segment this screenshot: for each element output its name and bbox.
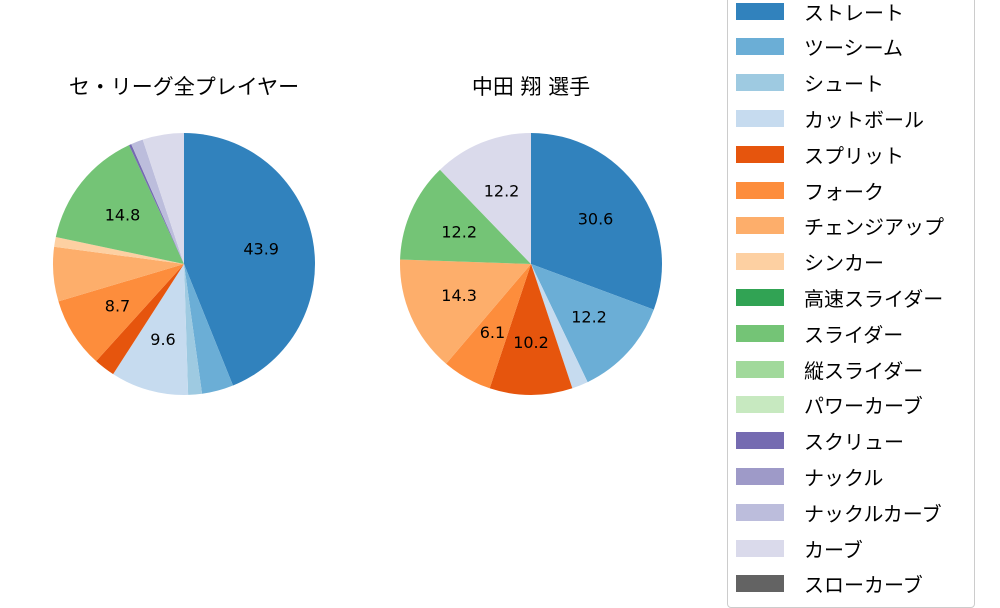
legend-swatch — [736, 503, 784, 521]
slice-label: 8.7 — [105, 296, 130, 315]
legend-label: ナックルカーブ — [804, 501, 942, 526]
pie-slice — [531, 264, 654, 383]
pie-slice — [131, 139, 184, 264]
legend-swatch — [736, 145, 784, 163]
pie-charts: 43.9 9.6 8.7 14.8 30.6 12.2 10.2 6.114.3 12.2 12.… — [53, 133, 662, 395]
slice-label: 12.2 — [441, 223, 477, 242]
legend-label: パワーカーブ — [804, 394, 923, 419]
legend-label: スライダー — [804, 322, 904, 347]
legend-swatch — [736, 74, 784, 92]
pie-slice — [53, 246, 184, 302]
slice-label: 43.9 — [243, 240, 279, 259]
legend-item: シンカー — [736, 251, 884, 275]
legend-swatch — [736, 181, 784, 199]
pie-slice — [446, 264, 531, 389]
legend-label: カットボール — [804, 107, 924, 132]
pie-slice — [400, 169, 531, 264]
pie-league: 43.9 9.6 8.7 14.8 — [53, 133, 316, 395]
legend-swatch — [736, 575, 784, 593]
legend-item: ナックルカーブ — [736, 502, 942, 526]
legend-label: 高速スライダー — [804, 286, 944, 311]
slice-label: 10.2 — [513, 333, 549, 352]
legend-item: ストレート — [736, 1, 904, 25]
legend-item: フォーク — [736, 180, 884, 204]
legend-label: ナックル — [804, 465, 884, 490]
pie-slice — [55, 145, 184, 264]
legend-item: ツーシーム — [736, 36, 903, 60]
pie-slice — [399, 259, 531, 364]
slice-label: 6.1 — [480, 323, 505, 342]
legend-swatch — [736, 432, 784, 450]
slice-label: 12.2 — [484, 182, 520, 201]
legend: ストレートツーシームシュートカットボール スプリットフォークチェンジアップ シンカー… — [727, 0, 975, 608]
legend-swatch — [736, 360, 784, 378]
pie-slice — [439, 133, 531, 264]
legend-label: スクリュー — [804, 430, 904, 455]
slice-label: 14.8 — [105, 206, 141, 225]
pie-slice — [54, 237, 184, 264]
legend-item: スライダー — [736, 323, 903, 347]
pie-slice — [531, 133, 662, 310]
legend-swatch — [736, 109, 784, 127]
pie-slice — [96, 264, 184, 375]
pie-slice — [184, 264, 233, 394]
legend-item: ナックル — [736, 466, 883, 490]
pie-player: 30.6 12.2 10.2 6.114.3 12.2 12.2 — [399, 133, 662, 395]
pie-slice — [142, 133, 184, 264]
pie-slice — [531, 264, 588, 389]
legend-item: スローカーブ — [736, 573, 923, 597]
legend-swatch — [736, 539, 784, 557]
slice-label: 14.3 — [441, 286, 477, 305]
legend-swatch — [736, 253, 784, 271]
pie-slice — [184, 133, 316, 386]
legend-label: スローカーブ — [804, 573, 923, 598]
legend-label: チェンジアップ — [804, 215, 944, 240]
legend-label: フォーク — [804, 179, 884, 204]
legend-label: シュート — [804, 72, 884, 97]
legend-item: スクリュー — [736, 430, 904, 454]
pie-slice — [128, 144, 184, 264]
legend-swatch — [736, 324, 784, 342]
legend-item: 縦スライダー — [736, 359, 923, 383]
legend-swatch — [736, 38, 784, 56]
pie-slice — [113, 264, 189, 395]
legend-label: カーブ — [804, 537, 863, 562]
pie-title-league: セ・リーグ全プレイヤー — [68, 75, 300, 99]
pie-slice — [58, 264, 184, 362]
legend-label: ツーシーム — [804, 36, 903, 61]
pie-title-player: 中田 翔 選手 — [471, 75, 591, 99]
legend-item: スプリット — [736, 144, 904, 168]
pie-slice — [489, 264, 573, 395]
slice-label: 12.2 — [571, 307, 607, 326]
legend-label: 縦スライダー — [804, 358, 924, 383]
slice-label: 30.6 — [578, 210, 614, 229]
slice-label: 9.6 — [150, 330, 175, 349]
legend-swatch — [736, 2, 784, 20]
legend-item: シュート — [736, 72, 884, 96]
legend-swatch — [736, 396, 784, 414]
legend-item: チェンジアップ — [736, 215, 944, 239]
legend-item: 高速スライダー — [736, 287, 943, 311]
pie-slice — [184, 264, 203, 395]
legend-swatch — [736, 217, 784, 235]
legend-item: パワーカーブ — [736, 394, 923, 418]
legend-item: カーブ — [736, 538, 863, 562]
legend-label: シンカー — [804, 251, 884, 276]
legend-item: カットボール — [736, 108, 924, 132]
legend-label: スプリット — [804, 143, 904, 168]
legend-swatch — [736, 467, 784, 485]
legend-label: ストレート — [804, 0, 904, 25]
legend-swatch — [736, 288, 784, 306]
